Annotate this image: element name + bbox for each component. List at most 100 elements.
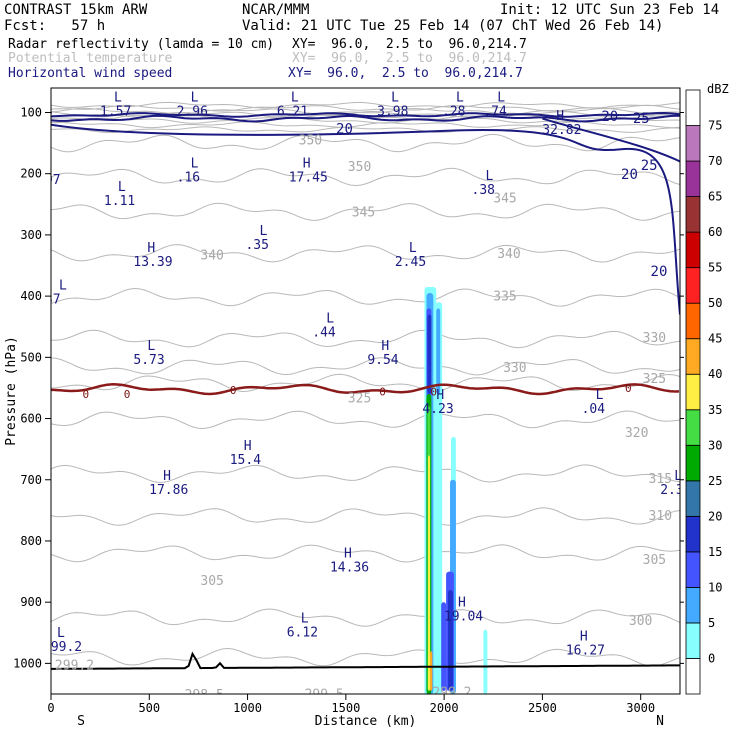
colorbar-label: 30 bbox=[708, 438, 722, 452]
x-tick-label: 3000 bbox=[626, 701, 655, 715]
extremum-value: 299.2 bbox=[43, 640, 82, 655]
colorbar-swatch bbox=[685, 338, 701, 375]
colorbar-label: 70 bbox=[708, 154, 722, 168]
colorbar-label: 50 bbox=[708, 296, 722, 310]
wind-speed-label: 20 bbox=[336, 121, 353, 137]
theta-isoline bbox=[51, 373, 680, 393]
extremum-letter: L bbox=[147, 339, 155, 354]
extremum-value: 5.73 bbox=[133, 353, 164, 368]
reflectivity-cell bbox=[441, 602, 447, 691]
freezing-level-line bbox=[51, 383, 680, 396]
extremum-value: .74 bbox=[483, 104, 507, 119]
colorbar-label: 25 bbox=[708, 474, 722, 488]
theta-label: 340 bbox=[497, 247, 520, 262]
reflectivity-cell bbox=[436, 308, 441, 395]
y-tick-label: 800 bbox=[20, 534, 42, 548]
colorbar-swatch bbox=[685, 160, 701, 197]
colorbar-swatch bbox=[685, 409, 701, 446]
colorbar-label: 40 bbox=[708, 367, 722, 381]
extremum-value: 2.96 bbox=[177, 104, 208, 119]
colorbar-label: 10 bbox=[708, 580, 722, 594]
theta-isoline bbox=[51, 329, 680, 349]
theta-isoline bbox=[51, 608, 680, 627]
y-tick-label: 100 bbox=[20, 105, 42, 119]
extremum-value: 17.86 bbox=[149, 483, 188, 498]
extremum-letter: L bbox=[59, 278, 67, 293]
theta-label: 330 bbox=[643, 331, 666, 346]
theta-label: 315 bbox=[649, 472, 672, 487]
wind-contour-20 bbox=[51, 114, 680, 123]
colorbar-swatch bbox=[685, 480, 701, 517]
colorbar-label: 55 bbox=[708, 261, 722, 275]
extremum-letter: H bbox=[580, 630, 588, 645]
theta-label: 299.2 bbox=[432, 685, 471, 700]
field-2-xy: XY= 96.0, 2.5 to 96.0,214.7 bbox=[292, 51, 527, 66]
y-tick-label: 900 bbox=[20, 595, 42, 609]
y-tick-label: 200 bbox=[20, 167, 42, 181]
theta-label: 340 bbox=[200, 248, 223, 263]
colorbar-swatch bbox=[685, 515, 701, 553]
reflectivity-cell bbox=[427, 314, 432, 395]
extremum-value: 19.04 bbox=[444, 609, 483, 624]
extremum-letter: H bbox=[381, 339, 389, 354]
model-name: CONTRAST 15km ARW bbox=[4, 2, 148, 18]
extremum-letter: H bbox=[436, 388, 444, 403]
y-tick-label: 600 bbox=[20, 412, 42, 426]
extremum-value: 2.45 bbox=[395, 255, 426, 270]
colorbar-swatch bbox=[685, 373, 701, 411]
wind-speed-label: 20 bbox=[601, 109, 618, 125]
extremum-letter: L bbox=[456, 90, 464, 105]
freezing-level-label: 0 bbox=[625, 382, 632, 395]
wind-speed-label: 25 bbox=[641, 158, 658, 174]
theta-isoline bbox=[51, 121, 680, 129]
field-1-xy: XY= 96.0, 2.5 to 96.0,214.7 bbox=[292, 37, 527, 52]
theta-isoline bbox=[51, 464, 680, 483]
theta-label: 345 bbox=[493, 191, 516, 206]
extremum-letter: L bbox=[114, 90, 122, 105]
colorbar-swatch bbox=[685, 267, 701, 304]
colorbar-title: dBZ bbox=[707, 82, 729, 96]
extremum-letter: H bbox=[163, 469, 171, 484]
theta-label: 330 bbox=[503, 361, 526, 376]
freezing-level-label: 0 bbox=[430, 386, 437, 399]
y-tick-label: 300 bbox=[20, 228, 42, 242]
y-tick-label: 700 bbox=[20, 473, 42, 487]
theta-isoline bbox=[51, 410, 680, 430]
extremum-value: 14.36 bbox=[330, 560, 369, 575]
extremum-value: 15.4 bbox=[230, 453, 261, 468]
theta-label: 305 bbox=[643, 553, 666, 568]
theta-label: 350 bbox=[348, 160, 371, 175]
reflectivity-cell bbox=[448, 589, 453, 691]
colorbar-label: 45 bbox=[708, 332, 722, 346]
extremum-letter: L bbox=[674, 469, 682, 484]
reflectivity-cell bbox=[435, 302, 443, 694]
extremum-value: 16.27 bbox=[566, 644, 605, 659]
field-1-name: Radar reflectivity (lamda = 10 cm) bbox=[8, 37, 275, 52]
extremum-value: 4.23 bbox=[422, 402, 453, 417]
theta-label: 298.5 bbox=[185, 688, 224, 703]
extremum-value: 1.57 bbox=[100, 104, 131, 119]
theta-label: 299.2 bbox=[55, 659, 94, 674]
extremum-letter: L bbox=[497, 90, 505, 105]
theta-label: 345 bbox=[352, 206, 375, 221]
colorbar-label: 5 bbox=[708, 616, 715, 630]
extremum-value: 6.21 bbox=[277, 104, 308, 119]
wind-speed-label: 25 bbox=[633, 111, 650, 127]
freezing-level-label: 0 bbox=[230, 384, 237, 397]
colorbar-label: 75 bbox=[708, 119, 722, 133]
terrain-line bbox=[51, 651, 680, 670]
wind-contour-25 bbox=[51, 111, 680, 118]
theta-label: 310 bbox=[649, 509, 672, 524]
colorbar-label: 0 bbox=[708, 651, 715, 665]
extremum-letter: L bbox=[57, 626, 65, 641]
theta-isoline bbox=[51, 101, 680, 109]
freezing-level-label: 0 bbox=[379, 386, 386, 399]
theta-isoline bbox=[51, 244, 680, 263]
direction-south: S bbox=[77, 714, 85, 729]
theta-isoline bbox=[51, 107, 680, 115]
colorbar-swatch bbox=[685, 89, 701, 126]
y-tick-label: 500 bbox=[20, 350, 42, 364]
extremum-letter: L bbox=[391, 90, 399, 105]
y-tick-label: 1000 bbox=[13, 656, 42, 670]
extremum-value: 9.54 bbox=[367, 353, 398, 368]
